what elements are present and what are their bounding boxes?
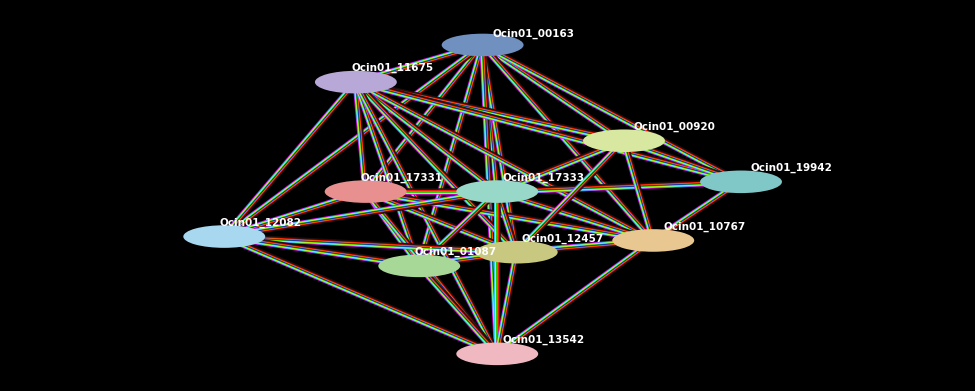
Text: Ocin01_10767: Ocin01_10767 [663, 222, 745, 232]
Ellipse shape [315, 71, 397, 93]
Text: Ocin01_11675: Ocin01_11675 [351, 63, 433, 74]
Text: Ocin01_13542: Ocin01_13542 [502, 335, 584, 345]
Text: Ocin01_17333: Ocin01_17333 [502, 173, 584, 183]
Ellipse shape [700, 170, 782, 193]
Text: Ocin01_00920: Ocin01_00920 [634, 122, 716, 132]
Text: Ocin01_01087: Ocin01_01087 [414, 247, 496, 257]
Ellipse shape [442, 34, 524, 56]
Text: Ocin01_19942: Ocin01_19942 [751, 163, 833, 173]
Ellipse shape [583, 129, 665, 152]
Ellipse shape [456, 180, 538, 203]
Text: Ocin01_00163: Ocin01_00163 [492, 29, 574, 39]
Ellipse shape [183, 225, 265, 248]
Ellipse shape [476, 241, 558, 264]
Ellipse shape [325, 180, 407, 203]
Ellipse shape [378, 255, 460, 277]
Text: Ocin01_12457: Ocin01_12457 [522, 233, 604, 244]
Text: Ocin01_12082: Ocin01_12082 [219, 218, 301, 228]
Text: Ocin01_17331: Ocin01_17331 [361, 173, 443, 183]
Ellipse shape [612, 229, 694, 252]
Ellipse shape [456, 343, 538, 365]
